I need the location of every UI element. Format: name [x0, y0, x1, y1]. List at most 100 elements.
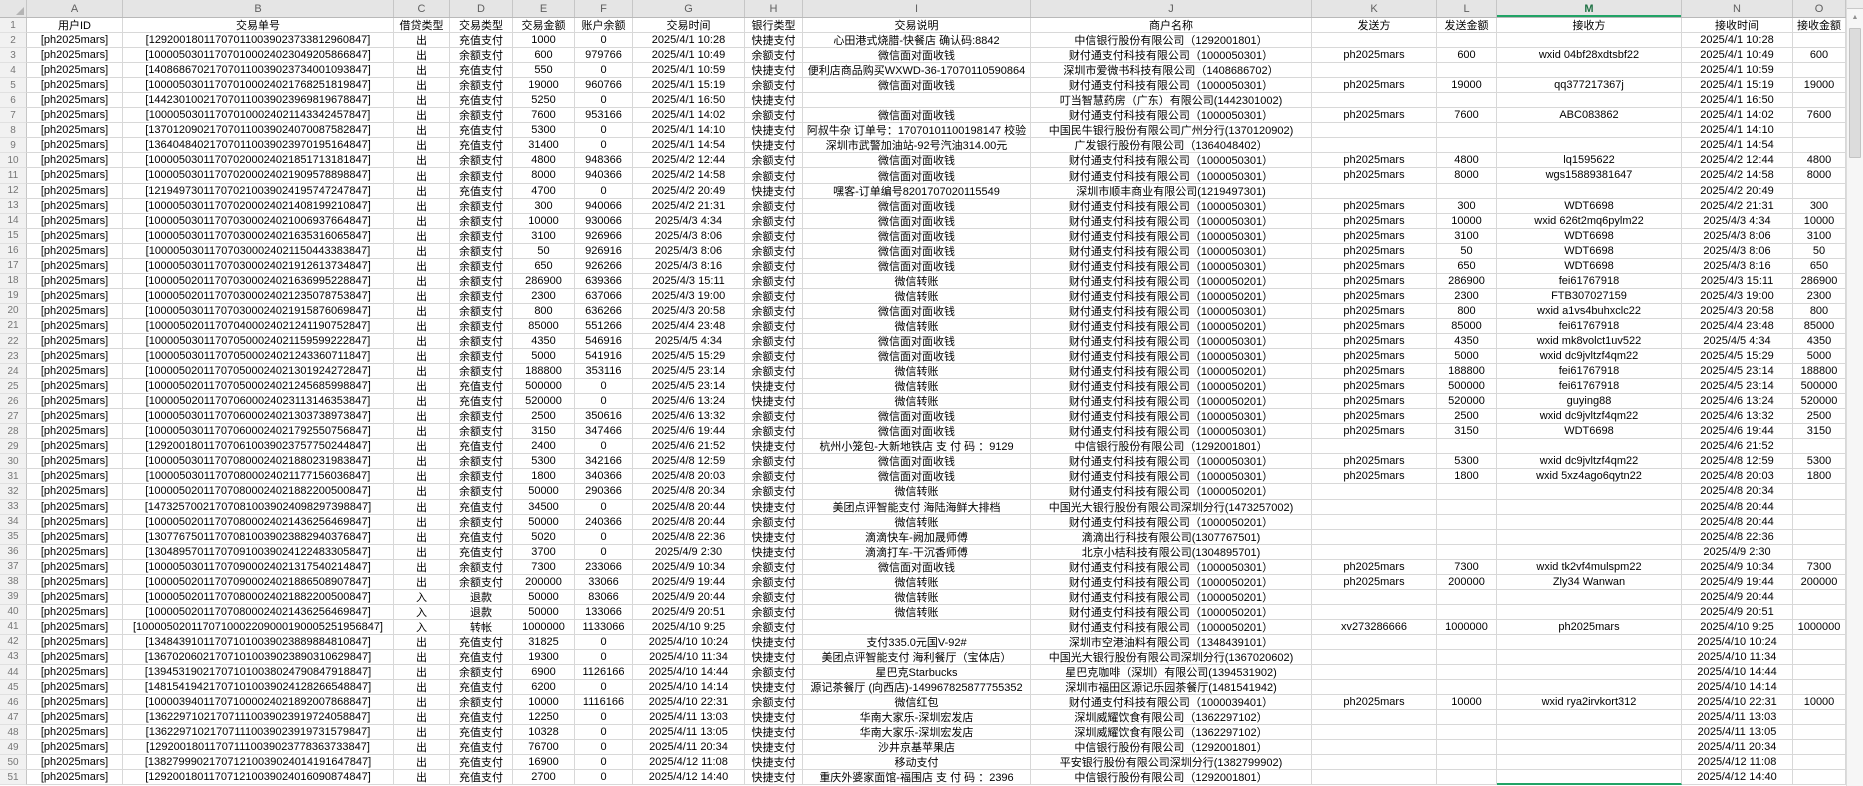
- cell-M3[interactable]: wxid 04bf28xdtsbf22: [1497, 48, 1682, 64]
- cell-G10[interactable]: 2025/4/2 12:44: [633, 153, 745, 169]
- cell-L39[interactable]: [1437, 589, 1497, 605]
- cell-H34[interactable]: 余额支付: [745, 514, 803, 530]
- cell-D34[interactable]: 余额支付: [450, 514, 513, 530]
- cell-J19[interactable]: 财付通支付科技有限公司（1000050201）: [1031, 288, 1312, 304]
- select-all-corner[interactable]: [0, 0, 27, 17]
- cell-N40[interactable]: 2025/4/9 20:51: [1682, 604, 1793, 620]
- cell-D49[interactable]: 充值支付: [450, 740, 513, 756]
- cell-N11[interactable]: 2025/4/2 14:58: [1682, 168, 1793, 184]
- cell-E32[interactable]: 50000: [513, 484, 575, 500]
- cell-B25[interactable]: [100005020117070500024021245685998847]: [123, 379, 394, 395]
- cell-J4[interactable]: 深圳市爱微书科技有限公司（1408686702）: [1031, 63, 1312, 79]
- cell-H9[interactable]: 快捷支付: [745, 138, 803, 154]
- cell-K4[interactable]: [1312, 63, 1437, 79]
- cell-B40[interactable]: [100005020117070800024021436256469847]: [123, 604, 394, 620]
- column-header-M[interactable]: M: [1497, 0, 1682, 17]
- cell-N47[interactable]: 2025/4/11 13:03: [1682, 710, 1793, 726]
- row-header-32[interactable]: 32: [0, 484, 27, 500]
- row-header-4[interactable]: 4: [0, 63, 27, 79]
- row-header-45[interactable]: 45: [0, 680, 27, 696]
- cell-E17[interactable]: 650: [513, 258, 575, 274]
- cell-H42[interactable]: 快捷支付: [745, 634, 803, 650]
- cell-M20[interactable]: wxid a1vs4buhxclc22: [1497, 303, 1682, 319]
- cell-B16[interactable]: [100005030117070300024021150443383847]: [123, 243, 394, 259]
- cell-A20[interactable]: [ph2025mars]: [27, 303, 123, 319]
- cell-M39[interactable]: [1497, 589, 1682, 605]
- scrollbar-thumb[interactable]: [1849, 28, 1861, 158]
- cell-E43[interactable]: 19300: [513, 649, 575, 666]
- cell-O9[interactable]: [1793, 138, 1846, 154]
- cell-K11[interactable]: ph2025mars: [1312, 168, 1437, 184]
- cell-B13[interactable]: [100005030117070200024021408199210847]: [123, 198, 394, 214]
- cell-E2[interactable]: 1000: [513, 33, 575, 49]
- cell-N42[interactable]: 2025/4/10 10:24: [1682, 634, 1793, 650]
- cell-M6[interactable]: [1497, 93, 1682, 109]
- cell-K47[interactable]: [1312, 710, 1437, 726]
- cell-E19[interactable]: 2300: [513, 288, 575, 304]
- cell-O34[interactable]: [1793, 514, 1846, 530]
- cell-G24[interactable]: 2025/4/5 23:14: [633, 364, 745, 380]
- row-header-49[interactable]: 49: [0, 740, 27, 756]
- cell-D13[interactable]: 余额支付: [450, 198, 513, 214]
- row-header-1[interactable]: 1: [0, 18, 27, 34]
- cell-L42[interactable]: [1437, 634, 1497, 650]
- cell-G23[interactable]: 2025/4/5 15:29: [633, 349, 745, 365]
- cell-M31[interactable]: wxid 5xz4ago6qytn22: [1497, 469, 1682, 485]
- cell-M16[interactable]: WDT6698: [1497, 243, 1682, 259]
- cell-J27[interactable]: 财付通支付科技有限公司（1000050301）: [1031, 409, 1312, 425]
- row-header-41[interactable]: 41: [0, 619, 27, 635]
- cell-J34[interactable]: 财付通支付科技有限公司（1000050201）: [1031, 514, 1312, 530]
- cell-B22[interactable]: [100005030117070500024021159599222847]: [123, 333, 394, 350]
- column-header-J[interactable]: J: [1031, 0, 1312, 17]
- cell-I26[interactable]: 微信转账: [803, 394, 1031, 410]
- cell-E39[interactable]: 50000: [513, 589, 575, 605]
- cell-O6[interactable]: [1793, 93, 1846, 109]
- cell-D2[interactable]: 充值支付: [450, 33, 513, 49]
- cell-K16[interactable]: ph2025mars: [1312, 243, 1437, 259]
- cell-L23[interactable]: 5000: [1437, 349, 1497, 365]
- cell-E20[interactable]: 800: [513, 303, 575, 319]
- cell-D42[interactable]: 充值支付: [450, 634, 513, 650]
- cell-C41[interactable]: 入: [394, 619, 450, 635]
- cell-F12[interactable]: 0: [575, 183, 633, 199]
- cell-A32[interactable]: [ph2025mars]: [27, 484, 123, 500]
- cell-M46[interactable]: wxid rya2irvkort312: [1497, 695, 1682, 711]
- cell-F22[interactable]: 546916: [575, 333, 633, 350]
- cell-K18[interactable]: ph2025mars: [1312, 273, 1437, 289]
- cell-G50[interactable]: 2025/4/12 11:08: [633, 755, 745, 771]
- cell-J11[interactable]: 财付通支付科技有限公司（1000050301）: [1031, 168, 1312, 184]
- cell-N25[interactable]: 2025/4/5 23:14: [1682, 379, 1793, 395]
- cell-B18[interactable]: [100005020117070300024021636995228847]: [123, 273, 394, 289]
- cell-I14[interactable]: 微信面对面收钱: [803, 213, 1031, 229]
- cell-L37[interactable]: 7300: [1437, 559, 1497, 575]
- cell-C24[interactable]: 出: [394, 364, 450, 380]
- cell-O14[interactable]: 10000: [1793, 213, 1846, 229]
- cell-O37[interactable]: 7300: [1793, 559, 1846, 575]
- cell-M12[interactable]: [1497, 183, 1682, 199]
- cell-F18[interactable]: 639366: [575, 273, 633, 289]
- cell-O33[interactable]: [1793, 499, 1846, 515]
- cell-F30[interactable]: 342166: [575, 454, 633, 470]
- cell-F3[interactable]: 979766: [575, 48, 633, 64]
- cell-C4[interactable]: 出: [394, 63, 450, 79]
- cell-K12[interactable]: [1312, 183, 1437, 199]
- row-header-30[interactable]: 30: [0, 454, 27, 470]
- cell-H15[interactable]: 余额支付: [745, 228, 803, 244]
- cell-C30[interactable]: 出: [394, 454, 450, 470]
- cell-N34[interactable]: 2025/4/8 20:44: [1682, 514, 1793, 530]
- cell-C36[interactable]: 出: [394, 544, 450, 560]
- cell-A30[interactable]: [ph2025mars]: [27, 454, 123, 470]
- row-header-7[interactable]: 7: [0, 108, 27, 124]
- cell-I41[interactable]: [803, 619, 1031, 635]
- cell-B30[interactable]: [100005030117070800024021880231983847]: [123, 454, 394, 470]
- cell-L11[interactable]: 8000: [1437, 168, 1497, 184]
- cell-O27[interactable]: 2500: [1793, 409, 1846, 425]
- cell-E44[interactable]: 6900: [513, 665, 575, 681]
- cell-J43[interactable]: 中国光大银行股份有限公司深圳分行(1367020602): [1031, 649, 1312, 666]
- cell-N17[interactable]: 2025/4/3 8:16: [1682, 258, 1793, 274]
- cell-I8[interactable]: 阿叔牛杂 订单号：17070101100198147 校验: [803, 123, 1031, 139]
- cell-F50[interactable]: 0: [575, 755, 633, 771]
- cell-J25[interactable]: 财付通支付科技有限公司（1000050201）: [1031, 379, 1312, 395]
- cell-B35[interactable]: [130776750117070810039023882940376847]: [123, 529, 394, 545]
- cell-B4[interactable]: [140868670217070110039023734001093847]: [123, 63, 394, 79]
